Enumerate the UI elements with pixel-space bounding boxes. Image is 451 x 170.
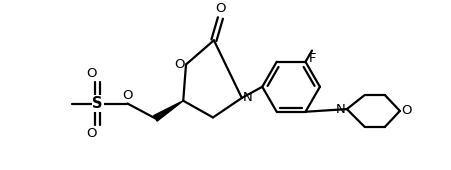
Text: N: N <box>336 103 345 116</box>
Text: O: O <box>215 2 225 15</box>
Text: O: O <box>122 89 133 102</box>
Text: O: O <box>174 58 184 71</box>
Text: O: O <box>400 104 410 117</box>
Polygon shape <box>153 101 183 121</box>
Text: F: F <box>308 52 315 65</box>
Text: S: S <box>92 96 103 111</box>
Text: N: N <box>242 91 252 104</box>
Text: O: O <box>86 127 97 140</box>
Text: O: O <box>86 67 97 80</box>
